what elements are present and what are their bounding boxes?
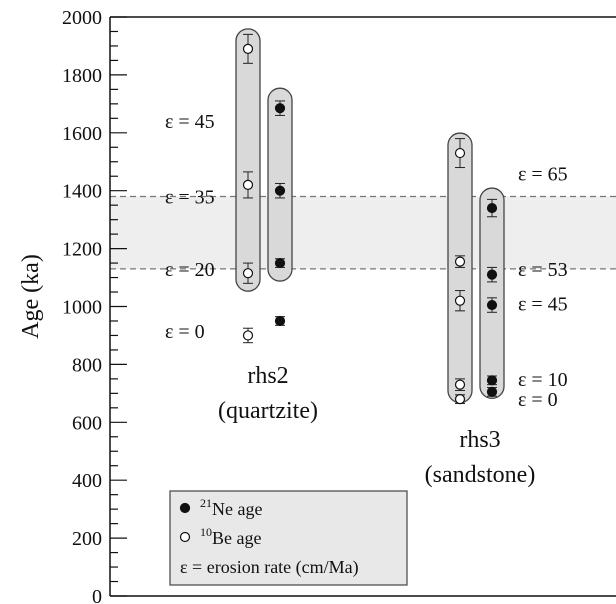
epsilon-label: ε = 20	[165, 259, 215, 281]
epsilon-label: ε = 0	[518, 389, 558, 411]
be10-point	[454, 394, 466, 405]
ne21-point	[486, 202, 498, 214]
epsilon-label: ε = 35	[165, 186, 215, 208]
y-tick-label: 1400	[62, 181, 102, 203]
legend-label: 21Ne age	[200, 496, 262, 519]
legend-text: Ne age	[212, 499, 262, 519]
y-tick-label: 400	[72, 470, 102, 492]
y-tick-label: 1200	[62, 239, 102, 261]
ne21-point	[486, 375, 498, 386]
be10-point	[454, 295, 466, 306]
y-tick-label: 0	[92, 586, 102, 604]
grouping-box	[479, 187, 505, 399]
y-tick-label: 1800	[62, 65, 102, 87]
ne21-point	[486, 269, 498, 280]
y-tick-label: 2000	[62, 7, 102, 29]
legend-superscript: 10	[200, 525, 212, 539]
be10-point	[242, 179, 254, 191]
grouping-box	[235, 28, 261, 292]
epsilon-label: ε = 45	[518, 294, 568, 316]
epsilon-label: ε = 65	[518, 163, 568, 185]
be10-point	[454, 256, 466, 267]
y-tick-label: 1000	[62, 297, 102, 319]
epsilon-label: ε = 53	[518, 259, 568, 281]
y-tick-label: 600	[72, 412, 102, 434]
legend-epsilon-label: ε = erosion rate (cm/Ma)	[180, 557, 359, 578]
ne21-point	[274, 103, 286, 114]
be10-point	[454, 147, 466, 159]
shaded-band	[110, 196, 616, 269]
y-tick-label: 800	[72, 354, 102, 376]
y-axis-title: Age (ka)	[18, 254, 44, 339]
y-tick-label: 1600	[62, 123, 102, 145]
legend-text: Be age	[212, 528, 261, 548]
epsilon-label: ε = 10	[518, 369, 568, 391]
ne21-point	[274, 257, 286, 269]
y-tick-label: 200	[72, 528, 102, 550]
legend-ne21-symbol	[179, 502, 191, 514]
legend-label: 10Be age	[200, 525, 261, 548]
be10-point	[454, 379, 466, 390]
lithology-label: (quartzite)	[218, 398, 318, 424]
legend-superscript: 21	[200, 496, 212, 510]
ne21-point	[486, 299, 498, 311]
lithology-label: (sandstone)	[425, 462, 536, 488]
sample-name-label: rhs2	[247, 363, 288, 389]
sample-name-label: rhs3	[459, 427, 500, 453]
be10-point	[242, 330, 254, 341]
ne21-point	[274, 315, 286, 327]
be10-point	[242, 268, 254, 279]
ne21-point	[486, 386, 498, 398]
epsilon-label: ε = 45	[165, 111, 215, 133]
ne21-point	[274, 185, 286, 196]
be10-point	[242, 43, 254, 54]
legend-box	[169, 490, 408, 586]
legend-be10-symbol	[179, 531, 191, 543]
epsilon-label: ε = 0	[165, 321, 205, 343]
